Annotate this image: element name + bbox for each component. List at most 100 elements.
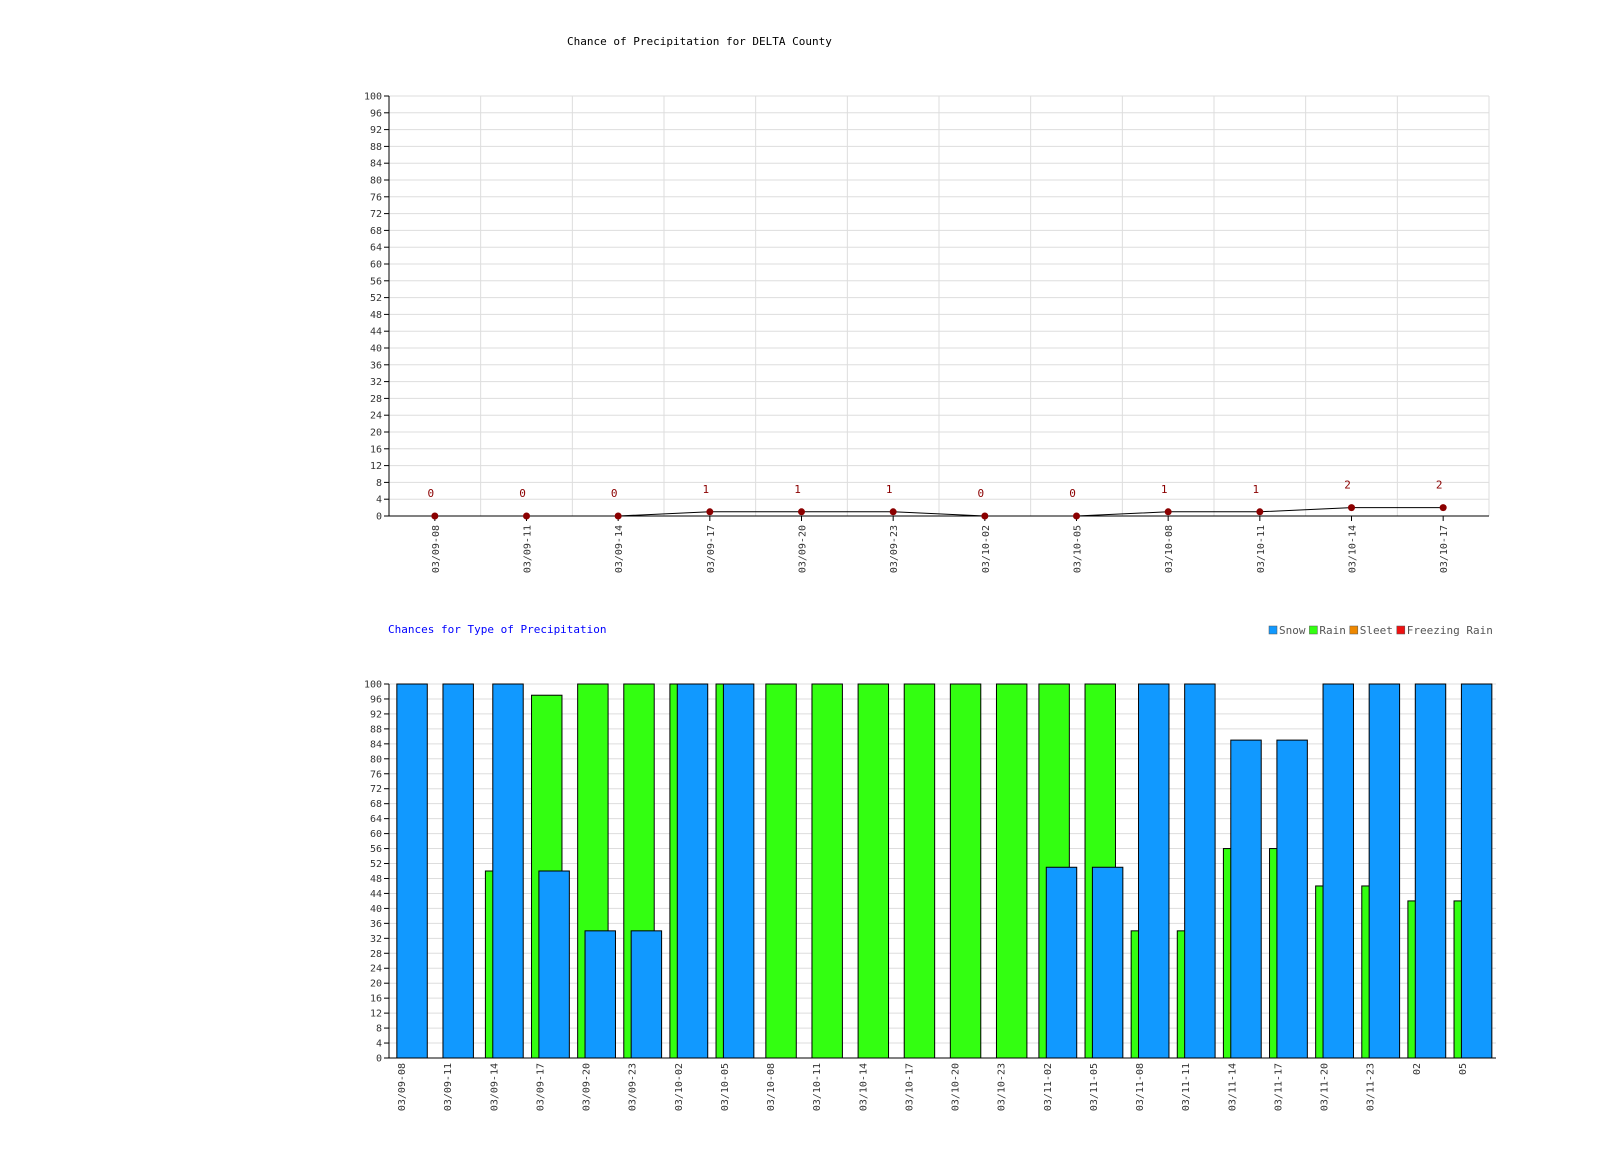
x-tick-label: 03/10-14 <box>858 1063 869 1111</box>
y-tick-label: 28 <box>370 949 382 960</box>
y-tick-label: 60 <box>370 829 382 840</box>
y-tick-label: 80 <box>370 176 382 187</box>
data-point <box>798 508 805 516</box>
y-tick-label: 92 <box>370 125 382 136</box>
y-tick-label: 12 <box>370 1009 382 1020</box>
x-tick-label: 03/10-14 <box>1348 525 1359 573</box>
x-tick-label: 03/09-14 <box>614 525 625 573</box>
data-point <box>889 508 897 516</box>
data-label: 1 <box>794 483 801 496</box>
series-bars <box>396 683 1493 1059</box>
y-tick-label: 36 <box>370 360 382 371</box>
legend-label: Sleet <box>1360 624 1393 637</box>
data-label: 2 <box>1436 479 1443 492</box>
legend-label: Rain <box>1319 624 1346 637</box>
y-tick-label: 72 <box>370 784 382 795</box>
snow-bar <box>1368 683 1401 1059</box>
snow-bar <box>1414 683 1447 1059</box>
y-tick-label: 76 <box>370 192 382 203</box>
x-tick-label: 03/11-02 <box>1043 1063 1054 1111</box>
legend-label: Snow <box>1279 624 1306 637</box>
x-tick-label: 03/11-14 <box>1227 1063 1238 1111</box>
y-tick-label: 68 <box>370 226 382 237</box>
rain-bar <box>811 683 843 1059</box>
data-label: 0 <box>978 487 985 500</box>
x-tick-label: 03/10-08 <box>766 1063 777 1111</box>
y-tick-label: 92 <box>370 709 382 720</box>
x-tick-label: 02 <box>1412 1063 1423 1075</box>
x-tick-label: 03/10-02 <box>981 525 992 573</box>
data-labels: 0 0 0 1 1 1 0 0 1 1 2 2 <box>428 479 1443 500</box>
series-line <box>434 507 1444 517</box>
y-tick-label: 12 <box>370 461 382 472</box>
y-tick-label: 28 <box>370 394 382 405</box>
y-tick-label: 88 <box>370 724 382 735</box>
data-point <box>1073 512 1080 520</box>
snow-bar <box>722 683 755 1059</box>
y-tick-label: 36 <box>370 919 382 930</box>
x-axis-ticks: 03/09-08 03/09-11 03/09-14 03/09-17 03/09-20… <box>431 516 1450 573</box>
x-tick-label: 03/11-23 <box>1366 1063 1377 1111</box>
data-point <box>431 512 439 520</box>
y-tick-label: 4 <box>376 1039 382 1050</box>
y-tick-label: 0 <box>376 512 382 523</box>
x-tick-label: 03/10-17 <box>904 1063 915 1111</box>
series-line-path <box>434 507 1444 517</box>
chart-grid <box>389 683 1496 1044</box>
y-tick-label: 0 <box>376 1054 382 1065</box>
y-axis-ticks: 0481216202428323640444852566064687276808… <box>364 92 389 523</box>
y-tick-label: 84 <box>370 159 382 170</box>
snow-bar <box>630 930 663 1059</box>
y-tick-label: 48 <box>370 310 382 321</box>
data-label: 1 <box>1161 483 1168 496</box>
x-tick-label: 03/10-11 <box>1256 525 1267 573</box>
chart-axes <box>388 684 1496 1059</box>
data-point <box>1256 508 1264 516</box>
x-tick-label: 03/09-08 <box>431 525 442 573</box>
y-tick-label: 88 <box>370 142 382 153</box>
legend-label: Freezing Rain <box>1407 624 1493 637</box>
y-tick-label: 60 <box>370 260 382 271</box>
x-tick-label: 03/10-08 <box>1164 525 1175 573</box>
x-tick-label: 03/09-08 <box>397 1063 408 1111</box>
snow-bar <box>396 683 428 1059</box>
x-tick-label: 03/10-05 <box>1073 525 1084 573</box>
x-tick-label: 03/10-23 <box>997 1063 1008 1111</box>
rain-bar <box>949 683 982 1059</box>
rain-bar <box>765 683 797 1059</box>
data-point <box>706 508 714 516</box>
x-tick-label: 03/10-17 <box>1439 525 1450 573</box>
chart-grid <box>389 95 1490 516</box>
chart-title: Chance of Precipitation for DELTA County <box>567 35 832 48</box>
y-tick-label: 52 <box>370 293 382 304</box>
data-point <box>1348 504 1355 512</box>
x-tick-label: 03/09-20 <box>798 525 809 573</box>
x-tick-label: 03/11-08 <box>1135 1063 1146 1111</box>
data-label: 0 <box>519 487 526 500</box>
x-tick-label: 03/10-05 <box>720 1063 731 1111</box>
snow-bar <box>1091 866 1124 1059</box>
legend-swatch <box>1268 625 1278 635</box>
data-label: 2 <box>1344 479 1351 492</box>
y-tick-label: 44 <box>370 889 382 900</box>
data-point <box>981 512 989 520</box>
x-tick-label: 03/11-05 <box>1089 1063 1100 1111</box>
y-tick-label: 20 <box>370 979 382 990</box>
rain-bar <box>857 683 890 1059</box>
data-point <box>1164 508 1172 516</box>
y-tick-label: 8 <box>376 1024 382 1035</box>
y-tick-label: 52 <box>370 859 382 870</box>
chart-title: Chances for Type of Precipitation <box>388 623 607 636</box>
snow-bar <box>1276 739 1308 1059</box>
y-tick-label: 68 <box>370 799 382 810</box>
y-tick-label: 24 <box>370 411 382 422</box>
x-tick-label: 03/09-23 <box>889 525 900 573</box>
snow-bar <box>1230 739 1262 1059</box>
x-tick-label: 03/09-20 <box>582 1063 593 1111</box>
x-tick-label: 03/09-11 <box>443 1063 454 1111</box>
y-tick-label: 64 <box>370 243 382 254</box>
y-tick-label: 56 <box>370 276 382 287</box>
y-tick-label: 48 <box>370 874 382 885</box>
x-tick-label: 05 <box>1458 1063 1469 1075</box>
x-tick-label: 03/09-14 <box>489 1063 500 1111</box>
